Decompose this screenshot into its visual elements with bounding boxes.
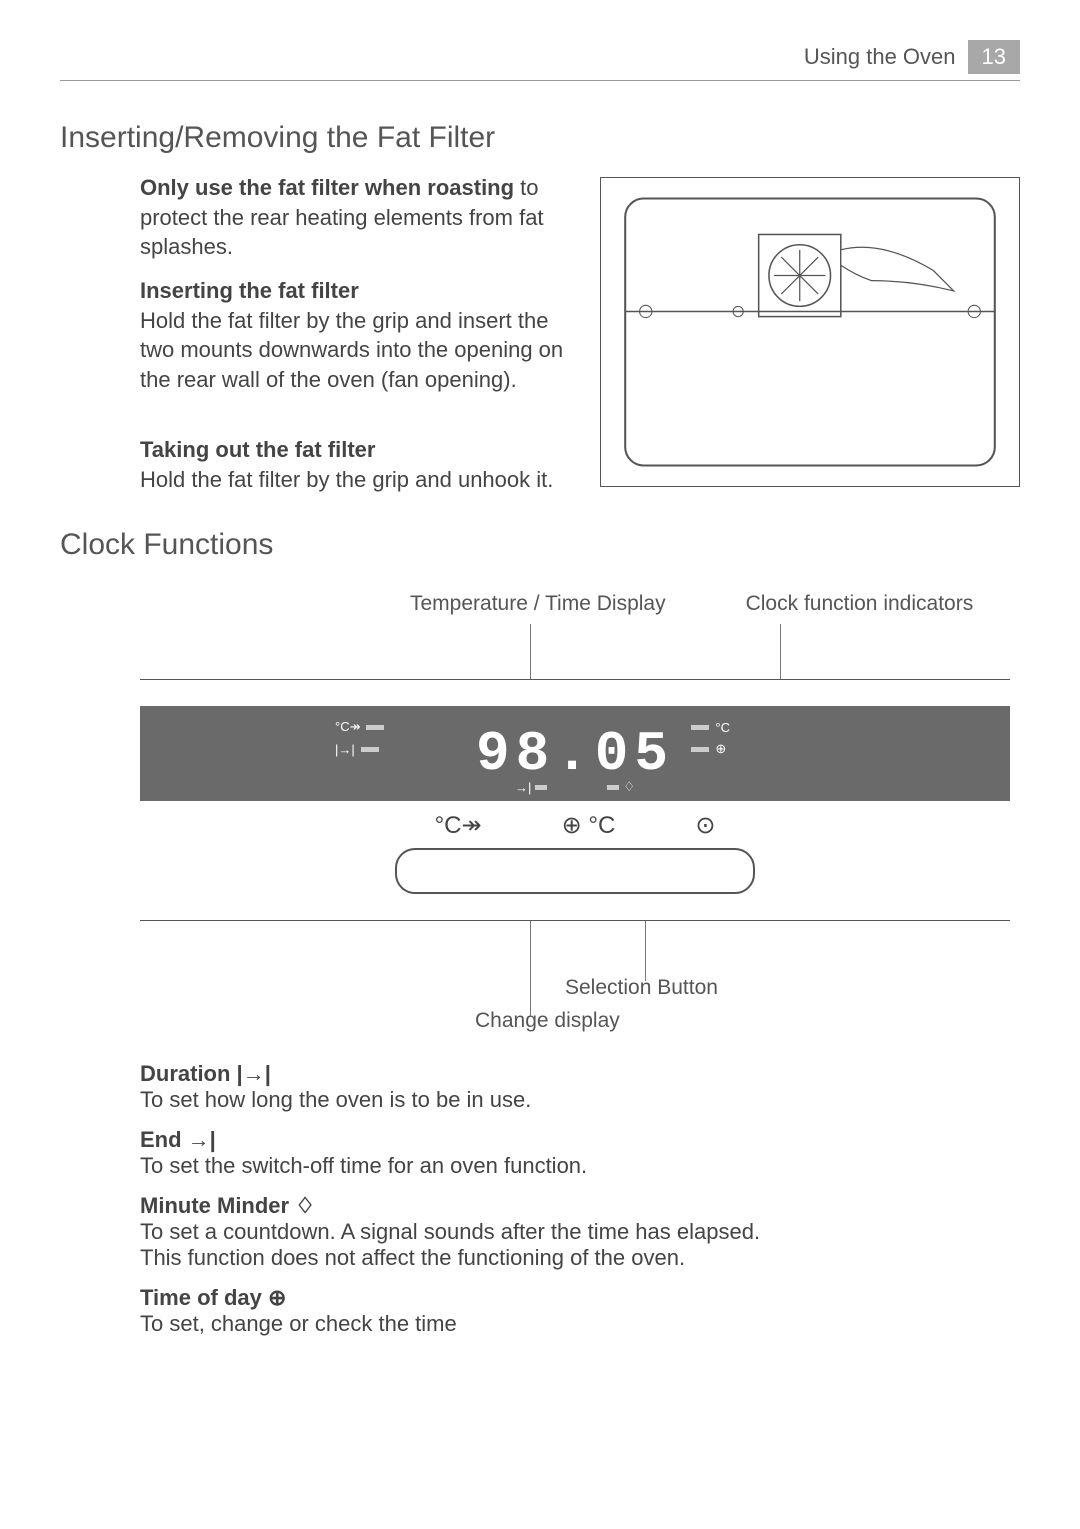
func-time-body: To set, change or check the time bbox=[140, 1311, 1020, 1337]
btn-icon-2: ⊕ °C bbox=[562, 811, 616, 840]
display-frame: °C↠ |→| 98.05 °C ⊕ →| ♢ °C↠ ⊕ °C ⊙ bbox=[140, 679, 1010, 921]
func-minute-minder: Minute Minder ♢ To set a countdown. A si… bbox=[140, 1193, 1020, 1271]
fat-filter-block: Only use the fat filter when roasting to… bbox=[60, 173, 1020, 508]
mid-marks: →| ♢ bbox=[515, 779, 635, 795]
remove-body: Hold the fat filter by the grip and unho… bbox=[140, 465, 570, 495]
display-band: °C↠ |→| 98.05 °C ⊕ →| ♢ bbox=[140, 706, 1010, 801]
func-end-title: End →| bbox=[140, 1127, 1020, 1153]
func-duration-title: Duration |→| bbox=[140, 1061, 1020, 1087]
manual-page: Using the Oven 13 Inserting/Removing the… bbox=[0, 0, 1080, 1391]
leader-lines-top bbox=[140, 624, 1010, 679]
mid-mark-1: →| bbox=[515, 780, 531, 795]
selection-button-shape bbox=[395, 848, 755, 894]
func-minute-body: To set a countdown. A signal sounds afte… bbox=[140, 1219, 1020, 1271]
intro-bold: Only use the fat filter when roasting bbox=[140, 175, 514, 200]
oven-svg bbox=[601, 178, 1019, 486]
clock-function-list: Duration |→| To set how long the oven is… bbox=[140, 1061, 1020, 1337]
clock-diagram: Temperature / Time Display Clock functio… bbox=[140, 592, 1010, 1031]
right-mark-1: °C bbox=[715, 720, 730, 735]
btn-icon-3: ⊙ bbox=[695, 811, 715, 840]
remove-heading: Taking out the fat filter bbox=[140, 435, 570, 465]
label-selection-button: Selection Button bbox=[565, 976, 718, 1000]
left-mark-2: |→| bbox=[335, 742, 355, 757]
label-change-display: Change display bbox=[475, 1009, 620, 1033]
left-mark-1: °C↠ bbox=[335, 719, 360, 735]
page-header: Using the Oven 13 bbox=[60, 40, 1020, 81]
label-clock-indicators: Clock function indicators bbox=[746, 592, 974, 616]
fat-filter-text: Only use the fat filter when roasting to… bbox=[140, 173, 570, 508]
func-time-title: Time of day ⊕ bbox=[140, 1285, 1020, 1311]
header-section-title: Using the Oven bbox=[804, 44, 956, 70]
func-end-body: To set the switch-off time for an oven f… bbox=[140, 1153, 1020, 1179]
display-digits: 98.05 bbox=[476, 722, 674, 786]
page-number: 13 bbox=[968, 40, 1020, 74]
insert-body: Hold the fat filter by the grip and inse… bbox=[140, 306, 570, 395]
func-end: End →| To set the switch-off time for an… bbox=[140, 1127, 1020, 1179]
func-minute-title: Minute Minder ♢ bbox=[140, 1193, 1020, 1219]
mid-mark-2: ♢ bbox=[623, 779, 635, 795]
insert-heading: Inserting the fat filter bbox=[140, 276, 570, 306]
right-indicator-column: °C ⊕ bbox=[691, 720, 730, 756]
right-mark-2: ⊕ bbox=[715, 741, 726, 757]
label-temp-display: Temperature / Time Display bbox=[410, 592, 666, 616]
func-duration-body: To set how long the oven is to be in use… bbox=[140, 1087, 1020, 1113]
oven-illustration bbox=[600, 177, 1020, 487]
left-indicator-column: °C↠ |→| bbox=[335, 720, 384, 756]
btn-icon-1: °C↠ bbox=[435, 811, 482, 840]
intro-paragraph: Only use the fat filter when roasting to… bbox=[140, 173, 570, 262]
func-duration: Duration |→| To set how long the oven is… bbox=[140, 1061, 1020, 1113]
func-time-of-day: Time of day ⊕ To set, change or check th… bbox=[140, 1285, 1020, 1337]
section-heading-clock: Clock Functions bbox=[60, 528, 1020, 562]
section-heading-fat-filter: Inserting/Removing the Fat Filter bbox=[60, 121, 1020, 155]
diagram-top-labels: Temperature / Time Display Clock functio… bbox=[140, 592, 1010, 616]
leader-lines-bottom: Selection Button Change display bbox=[140, 921, 1010, 1031]
button-icon-row: °C↠ ⊕ °C ⊙ bbox=[140, 811, 1010, 840]
